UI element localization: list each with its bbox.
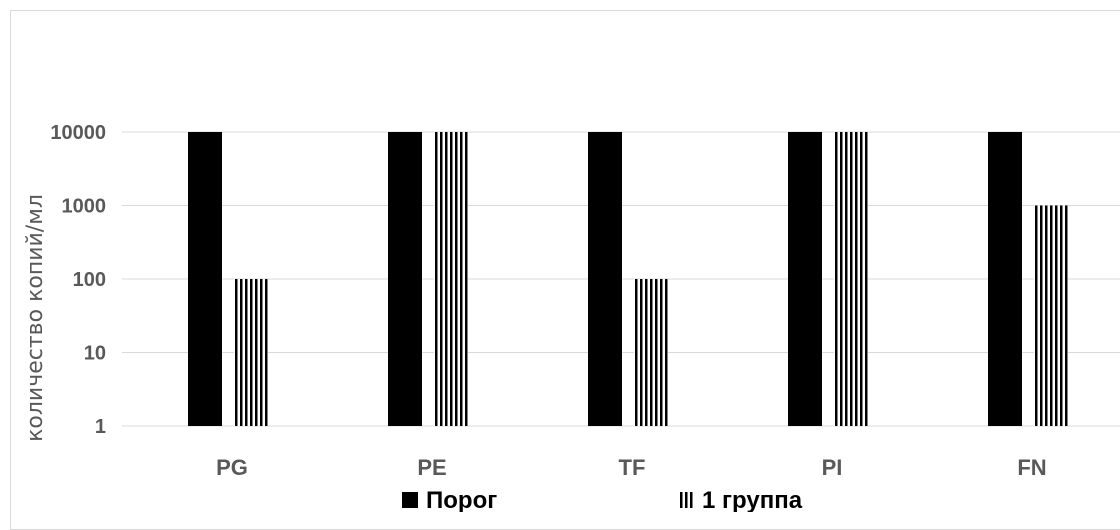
legend-label-gruppa-1: 1 группа [702, 487, 803, 512]
bar-porog-pg [188, 132, 222, 426]
x-category-label: TF [619, 455, 646, 480]
x-category-label: PI [822, 455, 843, 480]
bar-porog-pi [788, 132, 822, 426]
bar-porog-fn [988, 132, 1022, 426]
bar-chart: 1 10 100 1000 10000 количество копий/мл PG PE… [23, 122, 1120, 512]
bars [188, 132, 1068, 426]
x-axis-categories: PG PE TF PI FN [216, 455, 1047, 480]
x-category-label: FN [1017, 455, 1046, 480]
y-tick-label: 100 [73, 269, 106, 291]
bar-gruppa-1-fn [1034, 205, 1068, 426]
legend-swatch-gruppa-1 [678, 492, 694, 508]
y-axis-ticks: 1 10 100 1000 10000 [50, 122, 106, 438]
legend-swatch-porog [402, 492, 418, 508]
y-tick-label: 10000 [50, 122, 106, 144]
legend: Порог 1 группа [402, 487, 803, 512]
legend-label-porog: Порог [426, 487, 497, 512]
x-category-label: PG [216, 455, 248, 480]
bar-gruppa-1-pg [234, 279, 268, 426]
bar-gruppa-1-pi [834, 132, 868, 426]
y-tick-label: 1 [95, 416, 106, 438]
bar-gruppa-1-pe [434, 132, 468, 426]
bar-porog-pe [388, 132, 422, 426]
y-tick-label: 10 [84, 343, 106, 365]
x-category-label: PE [417, 455, 446, 480]
bar-porog-tf [588, 132, 622, 426]
bar-gruppa-1-tf [634, 279, 668, 426]
y-axis-label: количество копий/мл [23, 194, 48, 442]
y-tick-label: 1000 [62, 196, 107, 218]
